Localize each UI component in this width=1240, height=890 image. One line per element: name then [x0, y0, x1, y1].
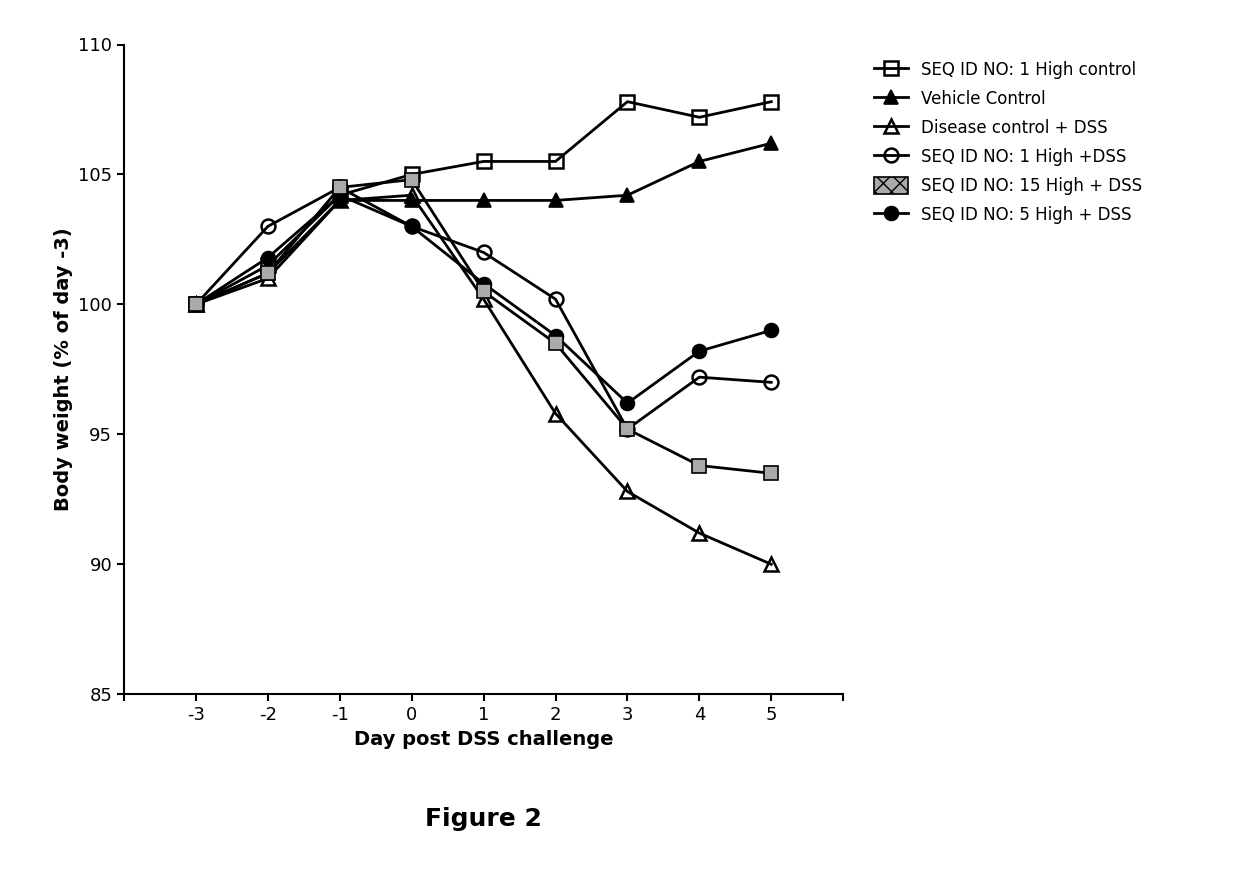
X-axis label: Day post DSS challenge: Day post DSS challenge	[353, 730, 614, 748]
Y-axis label: Body weight (% of day -3): Body weight (% of day -3)	[53, 228, 72, 511]
Text: Figure 2: Figure 2	[425, 807, 542, 830]
Legend: SEQ ID NO: 1 High control, Vehicle Control, Disease control + DSS, SEQ ID NO: 1 : SEQ ID NO: 1 High control, Vehicle Contr…	[866, 53, 1151, 232]
